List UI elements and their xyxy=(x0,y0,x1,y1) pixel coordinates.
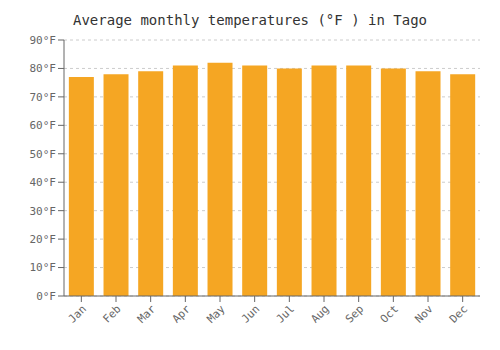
svg-text:Dec: Dec xyxy=(447,302,470,325)
svg-text:Apr: Apr xyxy=(170,302,194,326)
svg-text:Feb: Feb xyxy=(100,302,123,325)
svg-text:60°F: 60°F xyxy=(30,119,57,132)
html-text:Average monthly temperatures (: Average monthly temperatures (°F ) in Ta… xyxy=(73,12,427,28)
svg-text:Nov: Nov xyxy=(412,302,436,326)
svg-text:0°F: 0°F xyxy=(36,290,56,303)
svg-text:70°F: 70°F xyxy=(30,91,57,104)
svg-text:Aug: Aug xyxy=(308,302,331,325)
svg-text:Jul: Jul xyxy=(274,302,297,325)
svg-text:Mar: Mar xyxy=(135,302,159,326)
svg-text:80°F: 80°F xyxy=(30,62,57,75)
svg-text:50°F: 50°F xyxy=(30,148,57,161)
svg-text:30°F: 30°F xyxy=(30,205,57,218)
svg-text:90°F: 90°F xyxy=(30,34,57,47)
svg-text:20°F: 20°F xyxy=(30,233,57,246)
svg-text:Jan: Jan xyxy=(66,302,89,325)
svg-text:Oct: Oct xyxy=(378,302,401,325)
svg-text:10°F: 10°F xyxy=(30,261,57,274)
svg-text:Jun: Jun xyxy=(239,302,262,325)
svg-text:May: May xyxy=(204,302,228,326)
svg-text:Sep: Sep xyxy=(343,302,366,325)
svg-text:40°F: 40°F xyxy=(30,176,57,189)
